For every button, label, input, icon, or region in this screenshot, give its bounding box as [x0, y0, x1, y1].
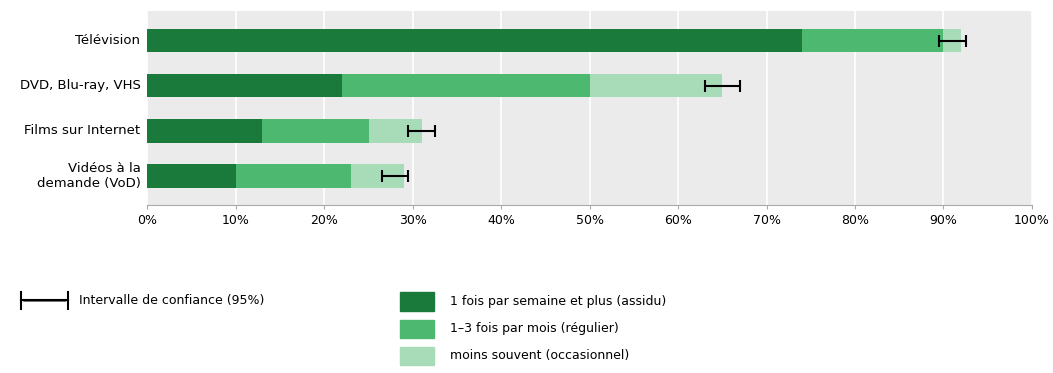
Bar: [147, 74, 342, 97]
Bar: [943, 29, 961, 52]
Bar: [262, 119, 369, 142]
Bar: [351, 164, 404, 188]
Bar: [236, 164, 351, 188]
Bar: [147, 29, 802, 52]
Bar: [342, 74, 590, 97]
FancyBboxPatch shape: [400, 292, 434, 311]
Text: 1–3 fois par mois (régulier): 1–3 fois par mois (régulier): [450, 322, 618, 335]
Text: Intervalle de confiance (95%): Intervalle de confiance (95%): [79, 294, 264, 307]
Bar: [590, 74, 722, 97]
Text: 1 fois par semaine et plus (assidu): 1 fois par semaine et plus (assidu): [450, 295, 665, 308]
Bar: [147, 119, 262, 142]
Bar: [147, 164, 236, 188]
FancyBboxPatch shape: [400, 347, 434, 365]
Bar: [802, 29, 943, 52]
FancyBboxPatch shape: [400, 320, 434, 338]
Text: moins souvent (occasionnel): moins souvent (occasionnel): [450, 350, 629, 363]
Bar: [369, 119, 421, 142]
